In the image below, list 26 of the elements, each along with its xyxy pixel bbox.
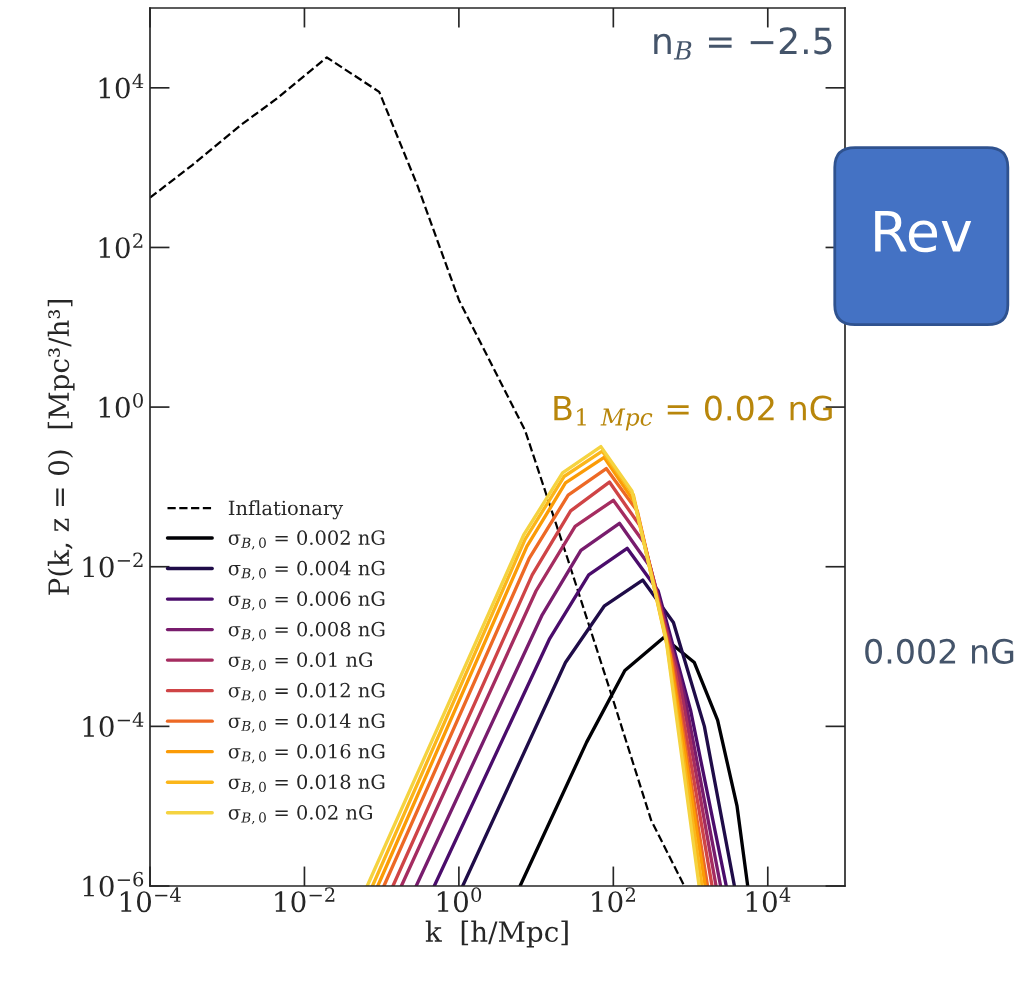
y-tick-label: 10$^{0}$ — [99, 392, 143, 418]
y-tick-label: 10$^{−2}$ — [83, 552, 143, 578]
x-tick-label: 10$^{−2}$ — [275, 887, 335, 913]
legend-label: σ$_{B,0}$ = 0.012 nG — [228, 682, 385, 703]
legend-label: σ$_{B,0}$ = 0.02 nG — [228, 804, 372, 825]
text: 0.002 nG — [865, 638, 1014, 665]
x-tick-label: 10$^{2}$ — [592, 887, 635, 913]
legend-label: σ$_{B,0}$ = 0.01 nG — [228, 652, 372, 672]
legend-label: σ$_{B,0}$ = 0.006 nG — [228, 591, 385, 611]
annotation: B$_{1 Mpc}$ = 0.02 nG — [554, 395, 832, 431]
legend-label: σ$_{B,0}$ = 0.008 nG — [228, 621, 385, 642]
legend-label: σ$_{B,0}$ = 0.002 nG — [228, 530, 385, 550]
x-tick-label: 10$^{4}$ — [746, 887, 791, 913]
text: Rev — [875, 210, 972, 253]
y-tick-label: 10$^{−4}$ — [83, 712, 144, 738]
y-axis-title: P(k, z = 0) [Mpc³/h³] — [47, 300, 75, 595]
legend-label: σ$_{B,0}$ = 0.016 nG — [228, 743, 385, 764]
y-tick-label: 10$^{2}$ — [99, 233, 143, 259]
y-tick-label: 10$^{4}$ — [99, 73, 144, 99]
legend-label: σ$_{B,0}$ = 0.004 nG — [228, 560, 385, 581]
legend-label: σ$_{B,0}$ = 0.018 nG — [228, 774, 385, 794]
legend-label: Inflationary — [228, 500, 344, 520]
x-tick-label: 10$^{0}$ — [437, 887, 482, 913]
annotation: n$_{B}$ = −2.5 — [654, 27, 832, 60]
x-axis-title: k [h/Mpc] — [425, 920, 568, 948]
legend-label: σ$_{B,0}$ = 0.014 nG — [228, 713, 385, 733]
